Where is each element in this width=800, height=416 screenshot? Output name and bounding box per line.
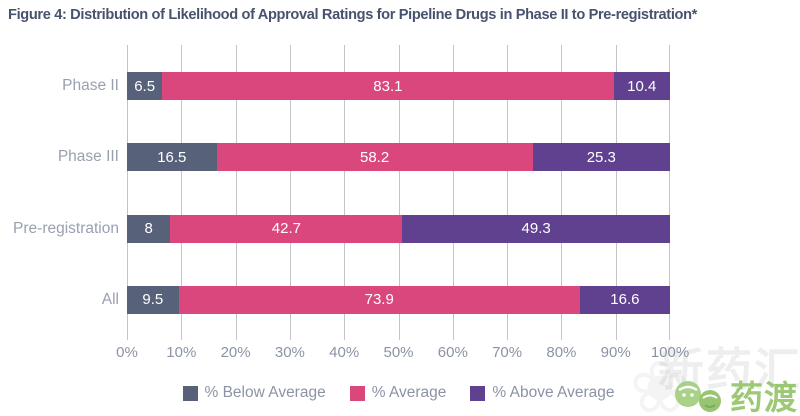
bar-segment: 8: [127, 214, 171, 243]
figure-title: Figure 4: Distribution of Likelihood of …: [8, 7, 697, 23]
yaodu-logo: 药渡: [674, 378, 798, 414]
legend-item: % Above Average: [470, 384, 615, 402]
bar-segment: 83.1: [162, 72, 614, 100]
gridline: [452, 45, 454, 340]
legend-item-label: % Below Average: [204, 384, 326, 401]
bar-value-label: 25.3: [586, 148, 616, 166]
category-label: All: [101, 290, 119, 308]
bar-segment: 58.2: [216, 143, 533, 172]
bar-value-label: 8: [144, 220, 153, 238]
x-tick-label: 10%: [166, 344, 197, 361]
bar-value-label: 42.7: [271, 220, 301, 238]
yaodu-logo-icon: [675, 381, 721, 412]
bar-value-label: 9.5: [142, 291, 164, 309]
gridline: [289, 45, 291, 340]
x-tick-label: 30%: [274, 344, 305, 361]
bar-value-label: 6.5: [134, 77, 156, 95]
bar-segment: 16.6: [579, 285, 670, 314]
gridline: [615, 45, 617, 340]
x-axis: 0% 10% 20% 30% 40% 50% 60% 70% 80% 90% 100%: [116, 344, 689, 362]
legend-item: % Average: [349, 384, 447, 402]
plot-area: Phase II 6.5 83.1 10.4 Phase III 16.5 58.2 25.3…: [13, 45, 670, 340]
gridline: [344, 45, 346, 340]
x-tick-label: 80%: [546, 344, 577, 361]
legend-item: % Below Average: [182, 384, 326, 402]
legend-swatch: [349, 385, 365, 401]
gridline: [181, 45, 183, 340]
bar-row: Phase II 6.5 83.1 10.4: [62, 72, 670, 100]
category-label: Phase II: [62, 77, 119, 94]
bar-value-label: 73.9: [364, 291, 394, 309]
x-tick-label: 90%: [600, 344, 631, 361]
bar-segment: 9.5: [127, 285, 179, 314]
gridline: [127, 45, 128, 340]
legend-swatch: [470, 385, 486, 401]
gridline: [669, 45, 670, 340]
bar-segment: 42.7: [170, 214, 403, 243]
bar-segment: 6.5: [127, 72, 163, 100]
bar-value-label: 83.1: [373, 77, 403, 95]
x-tick-label: 100%: [650, 344, 690, 361]
x-tick-label: 50%: [383, 344, 414, 361]
category-label: Phase III: [57, 148, 119, 166]
legend-item-label: % Above Average: [492, 384, 615, 401]
legend-swatch: [182, 385, 198, 401]
x-tick-label: 60%: [437, 344, 468, 361]
x-tick-label: 70%: [492, 344, 523, 361]
bar-value-label: 10.4: [627, 77, 657, 95]
x-tick-label: 0%: [116, 344, 138, 361]
bar-segment: 10.4: [613, 72, 670, 100]
legend: % Below Average % Average % Above Average: [127, 384, 670, 402]
gridline: [561, 45, 563, 340]
x-tick-label: 20%: [220, 344, 251, 361]
bar-row: Phase III 16.5 58.2 25.3: [58, 143, 670, 172]
bar-value-label: 16.6: [610, 291, 640, 309]
bar-segment: 73.9: [178, 285, 580, 314]
bar-value-label: 49.3: [521, 220, 551, 238]
x-tick-label: 40%: [329, 344, 360, 361]
gridline: [235, 45, 237, 340]
gridline: [398, 45, 400, 340]
legend-item-label: % Average: [371, 384, 447, 401]
category-label: Pre-registration: [13, 219, 119, 237]
bar-segment: 49.3: [402, 214, 670, 243]
yaodu-logo-text: 药渡: [730, 379, 798, 416]
bar-segment: 25.3: [532, 143, 670, 172]
bar-value-label: 58.2: [360, 148, 390, 166]
gridline: [507, 45, 509, 340]
bar-value-label: 16.5: [157, 148, 187, 166]
bar-segment: 16.5: [127, 143, 217, 172]
bar-row: All 9.5 73.9 16.6: [102, 285, 670, 314]
bar-row: Pre-registration 8 42.7 49.3: [13, 214, 670, 243]
